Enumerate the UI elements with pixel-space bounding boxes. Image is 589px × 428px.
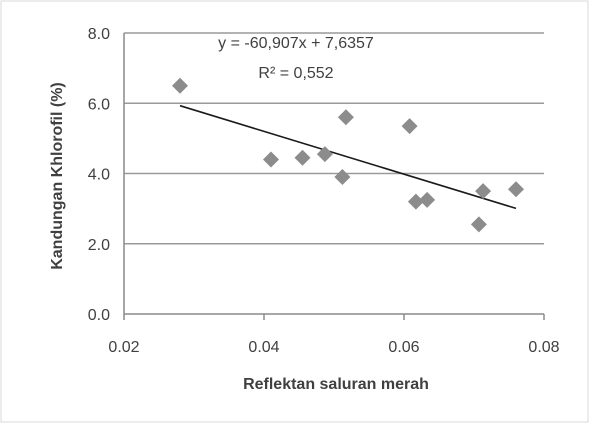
x-tick-label: 0.04 [248,339,279,356]
data-point [407,193,424,210]
data-point [263,151,279,168]
gridlines [124,32,544,245]
x-tick-label: 0.02 [108,339,139,356]
x-tick-labels: 0.02 0.04 0.06 0.08 [108,314,560,356]
y-tick-label: 2.0 [88,237,110,254]
data-point [419,191,436,208]
r-squared-label: R² = 0,552 [258,65,333,82]
axes [123,33,544,315]
y-tick-labels: 0.0 2.0 4.0 6.0 8.0 [88,26,110,324]
y-axis-title: Kandungan Khlorofil (%) [49,82,66,270]
x-tick-label: 0.08 [528,339,559,356]
data-point [401,118,418,135]
data-point [470,216,487,233]
x-axis-title: Reflektan saluran merah [243,376,429,393]
y-tick-label: 6.0 [88,96,110,113]
data-point [337,109,354,126]
data-point [172,77,188,94]
data-points [172,77,524,233]
data-point [294,149,311,166]
x-tick-label: 0.06 [388,339,419,356]
data-point [334,169,351,186]
data-point [508,181,524,198]
trendline [179,104,517,210]
y-tick-label: 0.0 [88,307,110,324]
y-tick-label: 8.0 [88,26,110,43]
equation-label: y = -60,907x + 7,6357 [218,35,374,52]
data-point [475,183,492,200]
y-tick-label: 4.0 [88,167,110,184]
data-point [316,146,333,163]
